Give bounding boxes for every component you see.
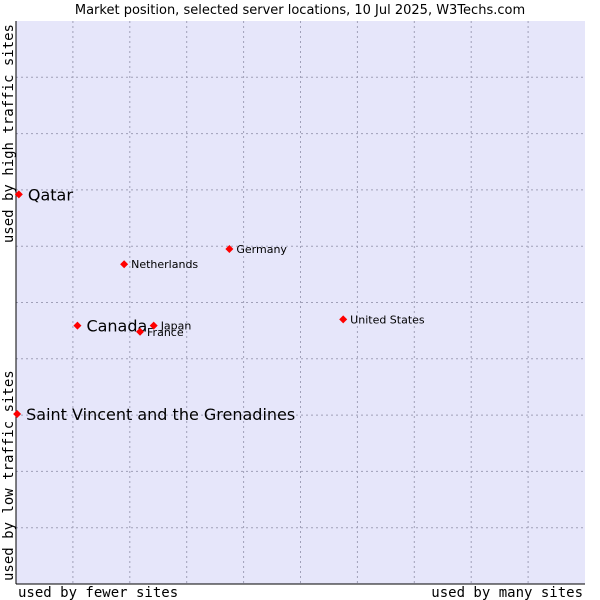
point-united-states — [339, 315, 348, 324]
y-axis-label-top: used by high traffic sites — [1, 24, 17, 243]
grid-lines — [16, 21, 585, 584]
point-japan — [149, 321, 158, 330]
point-saint-vincent-and-the-grenadines — [13, 409, 22, 418]
label-canada: Canada — [86, 317, 147, 336]
point-canada — [73, 321, 82, 330]
point-qatar — [14, 190, 23, 199]
x-axis-label-right: used by many sites — [431, 585, 583, 600]
label-netherlands: Netherlands — [131, 258, 198, 271]
label-united-states: United States — [350, 313, 425, 326]
point-france — [136, 327, 145, 336]
y-axis-label-bottom: used by low traffic sites — [1, 370, 17, 581]
label-france: France — [147, 326, 184, 339]
chart-title: Market position, selected server locatio… — [75, 3, 525, 18]
label-germany: Germany — [236, 243, 287, 256]
label-qatar: Qatar — [28, 185, 73, 204]
point-germany — [225, 245, 234, 254]
label-japan: Japan — [160, 320, 192, 333]
x-axis-label-left: used by fewer sites — [18, 585, 178, 600]
data-points: Qatar Germany Netherlands United States Cana… — [13, 185, 425, 424]
label-saint-vincent-and-the-grenadines: Saint Vincent and the Grenadines — [26, 405, 295, 424]
point-netherlands — [120, 260, 129, 269]
